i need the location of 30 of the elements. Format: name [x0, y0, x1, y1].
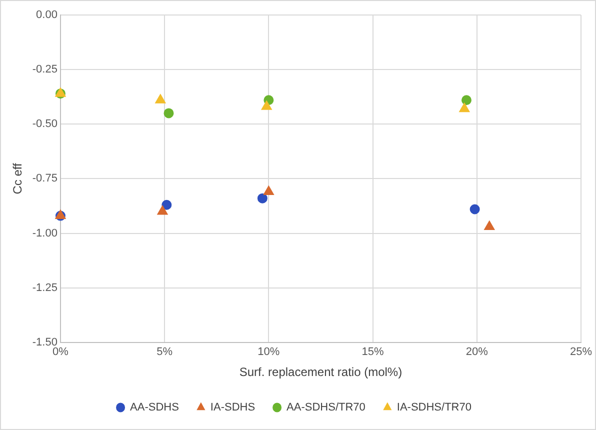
point [461, 95, 472, 106]
point [164, 108, 174, 118]
y-tick-label: -0.50 [32, 118, 58, 130]
point [155, 94, 166, 104]
legend-label: AA-SDHS [130, 402, 179, 414]
point [261, 100, 272, 110]
x-tick-label: 5% [156, 346, 173, 358]
y-tick-label: -0.75 [32, 172, 58, 185]
point [459, 102, 470, 112]
legend-label: IA-SDHS/TR70 [396, 402, 472, 414]
y-tick-label: -1.00 [32, 227, 58, 240]
y-axis-title: Cc eff [10, 162, 25, 194]
y-tick-label: -1.50 [32, 336, 58, 348]
legend-label: IA-SDHS [210, 402, 256, 414]
point [263, 186, 274, 196]
point [162, 200, 172, 210]
x-tick-label: 20% [466, 346, 488, 358]
x-tick-label: 0% [52, 346, 69, 358]
point [470, 204, 480, 214]
point [257, 193, 268, 204]
y-tick-label: 0.00 [36, 9, 58, 22]
y-tick-label: -0.25 [32, 64, 58, 76]
point [157, 205, 168, 215]
point [484, 220, 495, 230]
x-tick-label: 15% [362, 346, 384, 358]
x-tick-label: 25% [570, 346, 592, 358]
x-axis-title: Surf. replacement ratio (mol%) [239, 365, 402, 380]
y-tick-label: -1.25 [32, 282, 58, 294]
legend-label: AA-SDHS/TR70 [286, 402, 366, 414]
x-tick-label: 10% [258, 346, 280, 358]
